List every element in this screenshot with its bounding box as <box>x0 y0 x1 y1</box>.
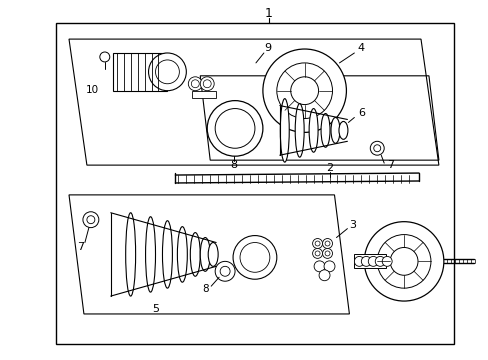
Circle shape <box>207 100 263 156</box>
Circle shape <box>148 53 186 91</box>
Bar <box>192 91 216 98</box>
Text: 9: 9 <box>264 43 271 53</box>
Text: 8: 8 <box>202 284 208 294</box>
Bar <box>56 23 453 344</box>
Ellipse shape <box>330 117 339 143</box>
Circle shape <box>319 270 329 281</box>
Circle shape <box>312 248 322 258</box>
Circle shape <box>364 222 443 301</box>
Circle shape <box>263 49 346 132</box>
Text: 4: 4 <box>357 43 364 53</box>
Bar <box>354 255 386 268</box>
Bar <box>113 53 167 91</box>
Ellipse shape <box>145 217 155 292</box>
Text: 5: 5 <box>152 304 159 314</box>
Text: 10: 10 <box>86 85 99 95</box>
Ellipse shape <box>321 113 329 147</box>
Circle shape <box>313 261 325 272</box>
Circle shape <box>322 248 332 258</box>
Ellipse shape <box>280 99 289 162</box>
Circle shape <box>200 77 214 91</box>
Circle shape <box>374 256 385 266</box>
Circle shape <box>354 256 364 266</box>
Circle shape <box>83 212 99 228</box>
Ellipse shape <box>125 213 135 296</box>
Circle shape <box>188 77 202 91</box>
Ellipse shape <box>162 221 172 288</box>
Text: 7: 7 <box>77 243 84 252</box>
Circle shape <box>369 141 384 155</box>
Circle shape <box>322 239 332 248</box>
Text: 2: 2 <box>325 163 332 173</box>
Text: 3: 3 <box>348 220 355 230</box>
Text: 6: 6 <box>357 108 364 117</box>
Ellipse shape <box>295 104 304 157</box>
Circle shape <box>312 239 322 248</box>
Text: 1: 1 <box>264 7 272 20</box>
Text: 8: 8 <box>230 160 237 170</box>
Circle shape <box>361 256 370 266</box>
Ellipse shape <box>338 121 347 139</box>
Text: 7: 7 <box>386 160 393 170</box>
Ellipse shape <box>208 243 218 266</box>
Ellipse shape <box>177 227 187 282</box>
Circle shape <box>367 256 377 266</box>
Circle shape <box>324 261 334 272</box>
Ellipse shape <box>200 238 210 271</box>
Circle shape <box>215 261 235 281</box>
Ellipse shape <box>190 233 200 276</box>
Circle shape <box>233 235 276 279</box>
Ellipse shape <box>308 109 317 152</box>
Circle shape <box>382 256 391 266</box>
Circle shape <box>100 52 109 62</box>
